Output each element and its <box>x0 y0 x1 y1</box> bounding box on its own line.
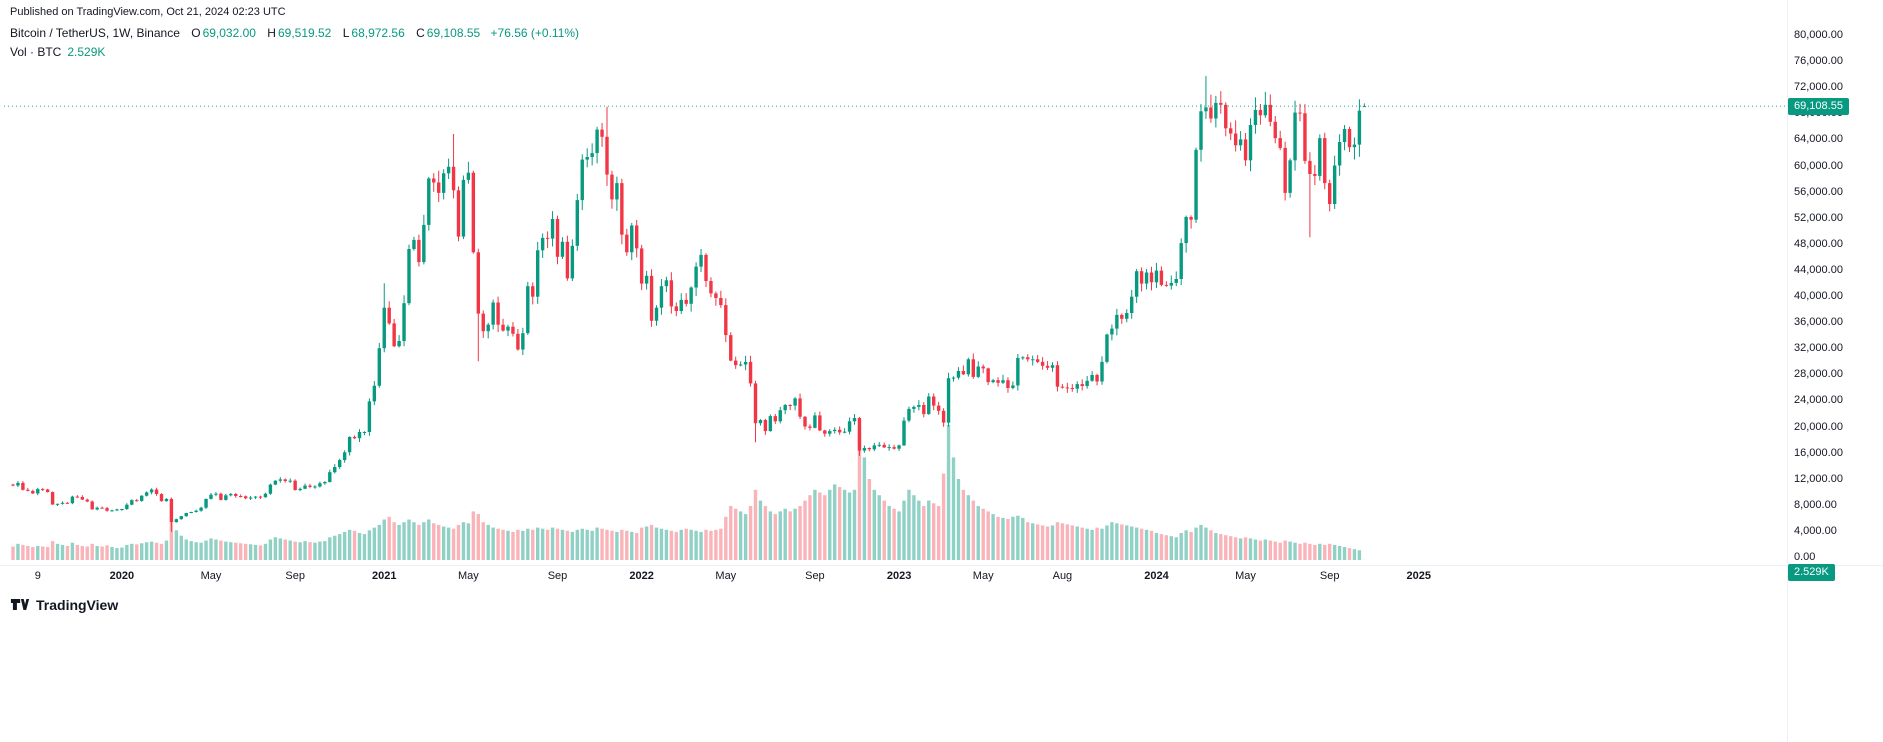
tradingview-logo[interactable]: TradingView <box>10 595 118 614</box>
price-axis-label: 24,000.00 <box>1794 394 1843 407</box>
ohlc-open-value: 69,032.00 <box>202 26 256 40</box>
price-axis-label: 0.00 <box>1794 551 1816 563</box>
time-axis-label: May <box>200 570 222 582</box>
ohlc-close-label: C <box>416 26 425 40</box>
price-axis-label: 32,000.00 <box>1794 342 1843 355</box>
price-axis-label: 12,000.00 <box>1794 472 1843 485</box>
price-axis-label: 80,000.00 <box>1794 29 1843 41</box>
price-axis-label: 16,000.00 <box>1794 446 1843 459</box>
last-price-badge: 69,108.55 <box>1788 98 1849 116</box>
symbol-header: Bitcoin / TetherUS, 1W, Binance O 69,032.… <box>10 26 579 40</box>
time-axis-label: 9 <box>34 570 41 582</box>
price-axis-label: 72,000.00 <box>1794 81 1843 94</box>
time-axis-label: Sep <box>1319 570 1340 582</box>
published-line: Published on TradingView.com, Oct 21, 20… <box>10 6 286 18</box>
price-axis-label: 28,000.00 <box>1794 368 1843 381</box>
ohlc-high-label: H <box>267 26 276 40</box>
ohlc-low-label: L <box>342 26 350 40</box>
time-axis-label: 2025 <box>1406 570 1432 582</box>
time-axis-label: 2020 <box>109 570 135 582</box>
price-axis-label: 64,000.00 <box>1794 133 1843 146</box>
price-axis-label: 44,000.00 <box>1794 263 1843 276</box>
price-axis-label: 8,000.00 <box>1794 498 1837 511</box>
time-axis-label: Sep <box>547 570 568 582</box>
tradingview-logo-text: TradingView <box>36 596 119 613</box>
time-axis-label: Sep <box>805 570 825 582</box>
ohlc-high-value: 69,519.52 <box>277 26 332 40</box>
volume-header: Vol · BTC 2.529K <box>10 45 105 59</box>
ohlc-open-label: O <box>191 26 201 40</box>
price-axis-label: 60,000.00 <box>1794 159 1843 172</box>
price-axis-label: 76,000.00 <box>1794 55 1843 68</box>
time-axis-label: 2022 <box>629 570 654 582</box>
time-axis-label: May <box>1235 570 1256 582</box>
price-axis-label: 4,000.00 <box>1794 524 1837 537</box>
ohlc-close-value: 69,108.55 <box>426 26 481 40</box>
time-axis-label: May <box>458 570 479 582</box>
time-axis-label: 2024 <box>1144 570 1169 582</box>
price-axis-label: 48,000.00 <box>1794 237 1843 250</box>
price-axis-label: 56,000.00 <box>1794 185 1843 198</box>
tradingview-logo-icon <box>10 599 30 610</box>
last-volume-badge: 2.529K <box>1788 564 1835 581</box>
time-axis-label: 2023 <box>886 570 912 582</box>
ohlc-low-value: 68,972.56 <box>351 26 405 40</box>
price-axis-label: 52,000.00 <box>1794 211 1843 224</box>
symbol-title[interactable]: Bitcoin / TetherUS, 1W, Binance <box>10 26 180 40</box>
time-axis-label: May <box>715 570 737 582</box>
volume-row-value: 2.529K <box>67 45 106 59</box>
candlestick-series <box>11 76 1367 532</box>
time-axis-label: Aug <box>1052 570 1073 582</box>
time-axis-label: May <box>972 570 994 582</box>
time-axis-label: 2021 <box>372 570 397 582</box>
price-axis-label: 36,000.00 <box>1794 316 1843 329</box>
volume-series <box>11 425 1367 560</box>
volume-row-label: Vol · BTC <box>10 45 62 59</box>
time-axis-label: Sep <box>285 570 305 582</box>
price-change: +76.56 (+0.11%) <box>490 26 580 40</box>
price-axis-label: 40,000.00 <box>1794 290 1843 302</box>
price-axis-label: 20,000.00 <box>1794 420 1843 433</box>
